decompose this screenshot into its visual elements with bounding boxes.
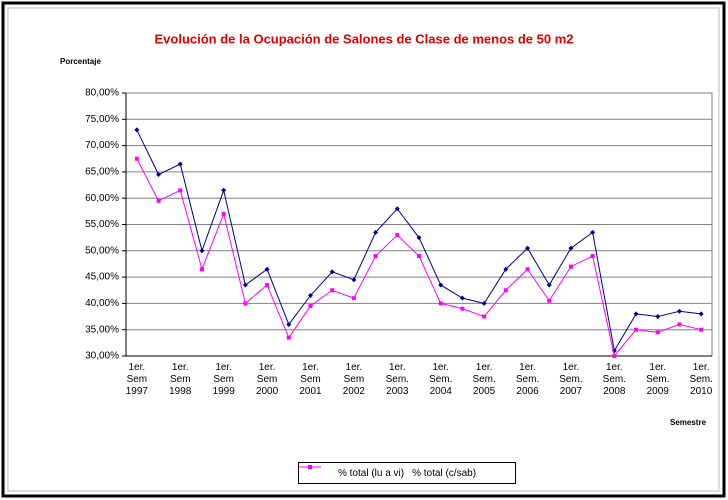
- marker: [677, 322, 682, 327]
- y-tick-label: 45,00%: [85, 272, 119, 283]
- legend-marker: [308, 465, 312, 469]
- marker: [612, 354, 617, 358]
- y-tick-label: 70,00%: [85, 140, 119, 151]
- marker: [568, 264, 573, 269]
- marker: [307, 293, 313, 299]
- x-tick-label: 1er. Sem 1999: [212, 362, 235, 397]
- x-tick-label: 1er. Sem 2001: [299, 362, 322, 397]
- marker: [503, 288, 508, 293]
- chart-title: Evolución de la Ocupación de Salones de …: [154, 31, 573, 46]
- x-axis-label: Semestre: [670, 418, 707, 427]
- y-tick-label: 40,00%: [85, 298, 119, 309]
- marker: [438, 301, 443, 306]
- y-tick-label: 55,00%: [85, 219, 119, 230]
- x-tick-label: 1er. Sem. 2006: [515, 362, 540, 397]
- marker: [547, 298, 552, 303]
- marker: [416, 235, 422, 241]
- marker: [178, 188, 183, 193]
- legend-label: % total (c/sab): [412, 467, 477, 479]
- marker: [503, 266, 509, 272]
- marker: [329, 269, 335, 275]
- marker: [264, 266, 270, 272]
- marker: [459, 295, 465, 301]
- x-tick-label: 1er. Sem 2000: [255, 362, 279, 397]
- marker: [199, 267, 204, 272]
- marker: [265, 282, 270, 287]
- y-tick-label: 50,00%: [85, 245, 119, 256]
- marker: [633, 311, 639, 317]
- marker: [243, 301, 248, 306]
- marker: [221, 211, 226, 216]
- marker: [699, 327, 704, 332]
- x-tick-label: 1er. Sem. 2004: [429, 362, 453, 397]
- x-tick-label: 1er. Sem. 2007: [559, 362, 583, 397]
- marker: [199, 248, 205, 254]
- marker: [373, 254, 378, 259]
- marker: [655, 314, 661, 320]
- marker: [134, 127, 140, 133]
- marker: [373, 229, 379, 235]
- marker: [308, 304, 313, 309]
- marker: [590, 229, 596, 235]
- x-tick-label: 1er. Sem. 2010: [689, 362, 713, 397]
- y-tick-label: 80,00%: [85, 88, 119, 99]
- legend: % total (lu a vi) % total (c/sab): [298, 462, 516, 484]
- x-tick-label: 1er. Sem. 2005: [472, 362, 496, 397]
- x-tick-label: 1er. Sem 1997: [125, 362, 148, 397]
- marker: [634, 327, 639, 332]
- y-tick-label: 30,00%: [85, 351, 119, 362]
- marker: [286, 321, 292, 327]
- x-tick-label: 1er. Sem 2002: [342, 362, 365, 397]
- marker: [156, 172, 162, 178]
- x-tick-label: 1er. Sem. 2003: [385, 362, 409, 397]
- marker: [351, 277, 357, 283]
- marker: [395, 233, 400, 238]
- marker: [525, 267, 530, 272]
- y-tick-label: 60,00%: [85, 193, 119, 204]
- marker: [655, 330, 660, 335]
- marker: [417, 254, 421, 259]
- legend-label: % total (lu a vi): [337, 467, 405, 479]
- marker: [546, 282, 552, 288]
- y-tick-label: 35,00%: [85, 324, 119, 335]
- marker: [394, 206, 400, 212]
- marker: [177, 161, 183, 167]
- marker: [460, 306, 465, 311]
- y-tick-label: 65,00%: [85, 167, 119, 178]
- marker: [676, 308, 682, 314]
- marker: [351, 296, 356, 301]
- x-tick-label: 1er. Sem. 2009: [646, 362, 670, 397]
- marker: [286, 335, 291, 340]
- marker: [698, 311, 704, 317]
- marker: [438, 282, 444, 288]
- marker: [134, 156, 139, 161]
- y-axis-label: Porcentaje: [60, 57, 101, 66]
- marker: [568, 245, 574, 251]
- marker: [242, 282, 248, 288]
- legend-swatch: [299, 465, 321, 469]
- marker: [330, 288, 335, 293]
- marker: [525, 245, 531, 251]
- marker: [221, 187, 227, 193]
- marker: [156, 198, 161, 203]
- marker: [590, 254, 595, 259]
- legend-item: % total (c/sab): [299, 465, 477, 479]
- legend-item: % total (lu a vi): [299, 464, 405, 479]
- y-tick-label: 75,00%: [85, 114, 119, 125]
- x-tick-label: 1er. Sem. 2008: [602, 362, 626, 397]
- marker: [481, 300, 487, 306]
- x-tick-label: 1er. Sem 1998: [169, 362, 192, 397]
- marker: [482, 314, 487, 319]
- inner-frame: [7, 7, 720, 492]
